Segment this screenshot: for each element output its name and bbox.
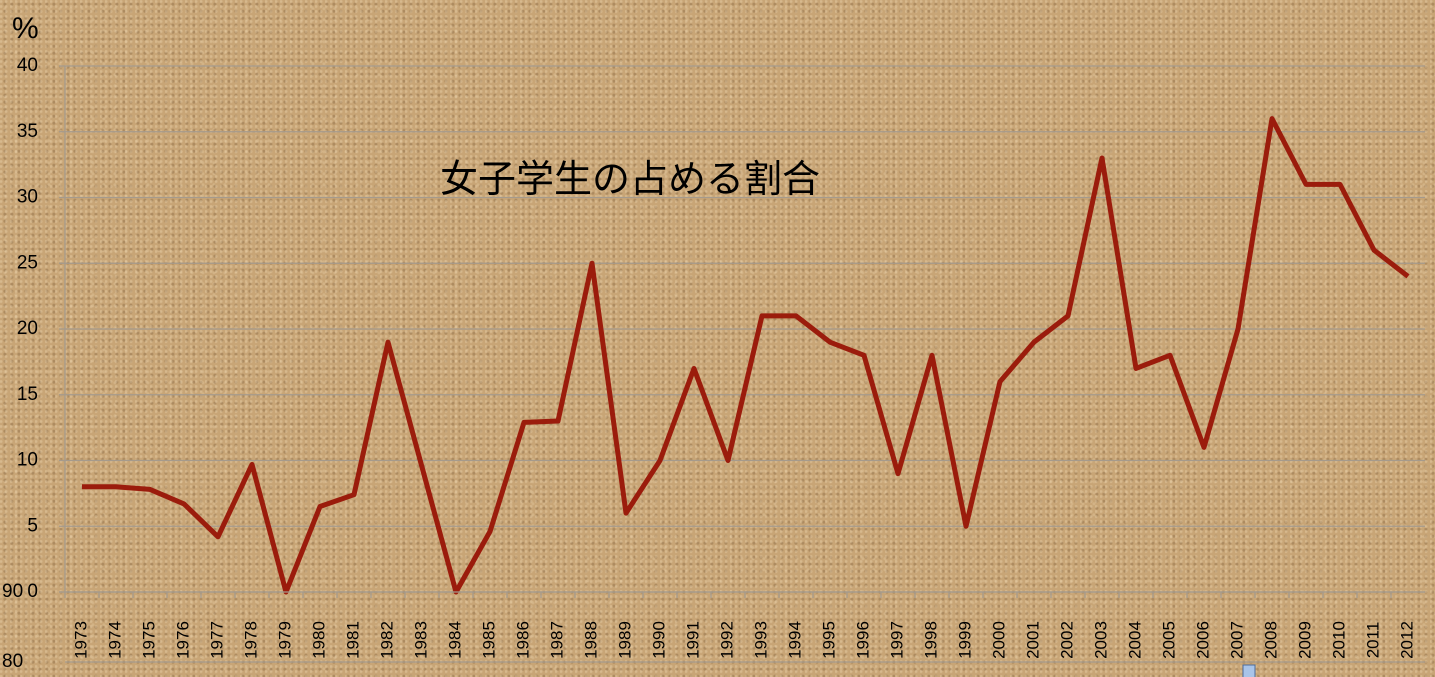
partial-bar	[1242, 664, 1256, 677]
x-tick-label: 2006	[1193, 621, 1212, 659]
x-tick-label: 2001	[1023, 621, 1042, 659]
y-tick-label: 15	[17, 384, 38, 405]
y-tick-label: 80	[2, 651, 23, 672]
x-tick-label: 2010	[1329, 621, 1348, 659]
x-tick-label: 1998	[921, 621, 940, 659]
x-tick-label: 1989	[615, 621, 634, 659]
x-tick-label: 1980	[309, 621, 328, 659]
x-tick-label: 2009	[1295, 621, 1314, 659]
x-tick-label: 1973	[71, 621, 90, 659]
x-tick-label: 2004	[1125, 621, 1144, 659]
x-tick-label: 1997	[887, 621, 906, 659]
y-tick-label: 90	[2, 581, 23, 602]
x-tick-label: 2011	[1363, 622, 1382, 659]
x-tick-label: 1984	[445, 621, 464, 659]
x-tick-label: 2002	[1057, 621, 1076, 659]
x-tick-label: 2008	[1261, 621, 1280, 659]
x-tick-label: 1983	[411, 621, 430, 659]
x-tick-label: 1987	[547, 621, 566, 659]
x-tick-label: 1992	[717, 621, 736, 659]
x-tick-label: 1982	[377, 621, 396, 659]
y-tick-label: 20	[17, 318, 38, 339]
x-tick-label: 1999	[955, 621, 974, 659]
x-tick-label: 1986	[513, 621, 532, 659]
x-tick-label: 1994	[785, 621, 804, 659]
y-tick-label: 35	[17, 121, 38, 142]
x-tick-label: 2005	[1159, 621, 1178, 659]
x-tick-label: 1976	[173, 621, 192, 659]
x-tick-label: 1991	[683, 621, 702, 659]
y-tick-label: 0	[27, 581, 38, 602]
x-tick-label: 2000	[989, 621, 1008, 659]
y-axis-label: %	[12, 12, 39, 45]
x-tick-label: 1990	[649, 621, 668, 659]
y-tick-label: 25	[17, 252, 38, 273]
x-tick-label: 1996	[853, 621, 872, 659]
x-tick-label: 1978	[241, 621, 260, 659]
x-tick-label: 1974	[105, 621, 124, 659]
chart-title: 女子学生の占める割合	[440, 159, 820, 201]
line-series	[82, 116, 1410, 595]
x-tick-label: 1981	[343, 621, 362, 659]
y-tick-label: 10	[17, 450, 38, 471]
y-tick-label: 40	[17, 55, 38, 76]
x-tick-label: 1975	[139, 621, 158, 659]
x-tick-label: 2007	[1227, 621, 1246, 659]
y-tick-label: 30	[17, 187, 38, 208]
x-tick-label: 1988	[581, 621, 600, 659]
x-tick-label: 2003	[1091, 621, 1110, 659]
x-tick-label: 1993	[751, 621, 770, 659]
y-tick-label: 5	[27, 515, 38, 536]
x-tick-label: 1995	[819, 621, 838, 659]
x-tick-label: 1979	[275, 621, 294, 659]
x-tick-label: 2012	[1397, 621, 1416, 659]
x-tick-label: 1985	[479, 621, 498, 659]
x-tick-label: 1977	[207, 621, 226, 659]
